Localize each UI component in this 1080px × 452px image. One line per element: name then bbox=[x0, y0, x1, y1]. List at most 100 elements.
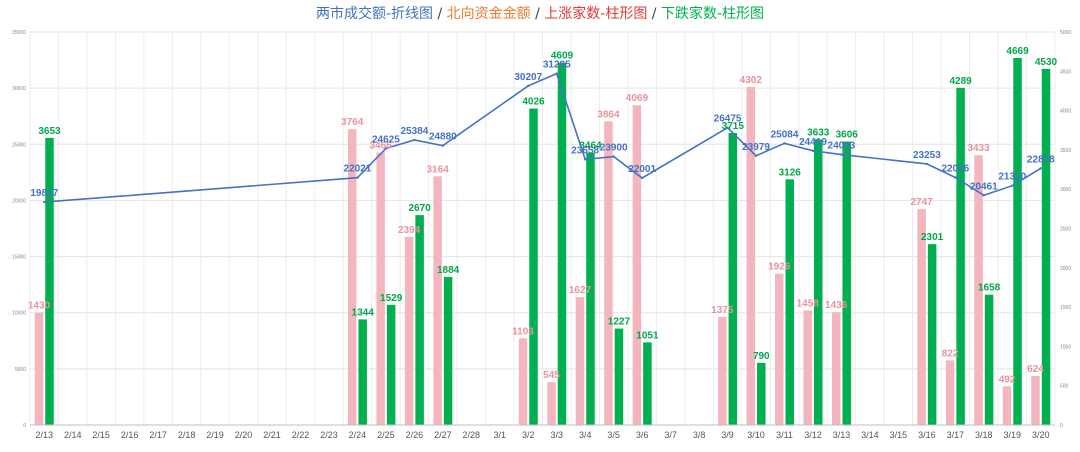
turnover-label: 25384 bbox=[400, 126, 428, 137]
bar-up-label: 3764 bbox=[341, 117, 364, 128]
bar-up bbox=[718, 316, 727, 425]
turnover-point bbox=[982, 194, 986, 197]
x-tick-label: 3/3 bbox=[550, 430, 563, 440]
bar-down bbox=[984, 294, 994, 425]
bar-down-label: 1529 bbox=[380, 293, 403, 304]
bar-up bbox=[547, 382, 556, 425]
bar-up-label: 545 bbox=[543, 370, 560, 381]
x-tick-label: 2/22 bbox=[292, 430, 310, 440]
turnover-label: 22046 bbox=[941, 163, 969, 174]
bar-down-label: 3653 bbox=[38, 126, 61, 137]
turnover-label: 30207 bbox=[514, 72, 542, 83]
x-tick-label: 3/14 bbox=[861, 430, 879, 440]
x-tick-label: 2/14 bbox=[64, 430, 82, 440]
bar-up bbox=[575, 297, 585, 425]
bar-down bbox=[415, 215, 424, 425]
x-tick-label: 3/4 bbox=[579, 430, 592, 440]
turnover-point bbox=[925, 162, 929, 166]
x-tick-label: 2/27 bbox=[434, 430, 452, 440]
bar-up-label: 1627 bbox=[569, 285, 592, 296]
bar-up-label: 4302 bbox=[740, 75, 763, 86]
turnover-point bbox=[555, 72, 558, 75]
bar-down bbox=[557, 62, 567, 425]
turnover-point bbox=[811, 149, 815, 153]
bar-down bbox=[529, 108, 538, 425]
bar-down-label: 1344 bbox=[352, 307, 375, 318]
bar-up-label: 1103 bbox=[512, 326, 534, 337]
x-tick-label: 3/9 bbox=[721, 430, 734, 440]
right-tick-label: 0 bbox=[1060, 423, 1063, 429]
bar-up-label: 1926 bbox=[768, 262, 791, 273]
bar-up bbox=[1002, 386, 1012, 425]
bar-down-label: 1051 bbox=[636, 330, 659, 341]
x-tick-label: 3/2 bbox=[522, 430, 535, 440]
bar-down bbox=[443, 276, 453, 425]
turnover-label: 23979 bbox=[742, 142, 770, 153]
x-tick-label: 2/16 bbox=[121, 430, 139, 440]
bar-up bbox=[775, 273, 784, 425]
bar-down-label: 4289 bbox=[949, 76, 972, 87]
x-tick-label: 2/15 bbox=[92, 430, 110, 440]
bar-up-label: 492 bbox=[999, 374, 1016, 385]
title-separator: / bbox=[530, 6, 545, 22]
bar-down bbox=[1013, 58, 1022, 425]
title-decliners: 下跌家数-柱形图 bbox=[660, 6, 765, 22]
bar-up-label: 3433 bbox=[967, 143, 990, 154]
x-tick-label: 3/8 bbox=[693, 430, 706, 440]
bar-up bbox=[604, 121, 613, 425]
turnover-label: 25084 bbox=[771, 129, 799, 140]
bar-up-label: 3864 bbox=[597, 109, 620, 120]
bar-up bbox=[945, 360, 955, 425]
left-tick-label: 5000 bbox=[15, 367, 26, 373]
bar-down bbox=[386, 304, 396, 425]
turnover-point bbox=[783, 142, 786, 145]
turnover-label: 26475 bbox=[714, 114, 742, 125]
turnover-label: 22858 bbox=[1027, 154, 1055, 165]
turnover-point bbox=[441, 144, 445, 147]
bar-down bbox=[757, 362, 766, 425]
turnover-label: 24083 bbox=[828, 141, 856, 152]
x-tick-label: 3/11 bbox=[776, 430, 793, 440]
x-tick-label: 2/13 bbox=[35, 430, 53, 440]
x-tick-label: 2/25 bbox=[377, 430, 395, 440]
turnover-label: 31295 bbox=[543, 60, 571, 71]
chart-title: 两市成交额-折线图 / 北向资金金额 / 上涨家数-柱形图 / 下跌家数-柱形图 bbox=[0, 3, 1080, 23]
turnover-label: 22001 bbox=[628, 164, 656, 175]
right-tick-label: 1000 bbox=[1060, 344, 1071, 350]
turnover-point bbox=[954, 176, 957, 179]
turnover-label: 23658 bbox=[571, 145, 599, 156]
x-tick-label: 2/18 bbox=[178, 430, 196, 440]
x-tick-label: 2/20 bbox=[235, 430, 253, 440]
x-tick-label: 3/6 bbox=[636, 430, 649, 440]
bar-up bbox=[632, 105, 642, 425]
title-turnover: 两市成交额-折线图 bbox=[315, 6, 434, 22]
bar-down-label: 2670 bbox=[409, 203, 432, 214]
bar-down-label: 3633 bbox=[807, 127, 830, 138]
right-tick-label: 4000 bbox=[1060, 109, 1071, 115]
turnover-point bbox=[356, 176, 359, 179]
x-tick-label: 2/19 bbox=[206, 430, 224, 440]
turnover-point bbox=[527, 84, 530, 88]
bar-down-label: 4026 bbox=[522, 97, 545, 108]
data-labels: 1430 3653 3764 1344 3466 1529 2394 2670 3164 1884… bbox=[28, 46, 1058, 385]
x-tick-label: 3/5 bbox=[607, 430, 620, 440]
bar-series bbox=[34, 58, 1051, 426]
bar-up-label: 1436 bbox=[825, 300, 848, 311]
turnover-point bbox=[612, 155, 615, 158]
left-tick-label: 35000 bbox=[12, 30, 26, 36]
bar-up bbox=[376, 152, 385, 426]
turnover-label: 20461 bbox=[970, 181, 998, 192]
bar-up bbox=[518, 338, 528, 425]
bar-up bbox=[917, 209, 926, 425]
left-tick-label: 0 bbox=[23, 423, 26, 429]
right-tick-label: 2500 bbox=[1060, 227, 1071, 233]
title-northbound: 北向资金金额 bbox=[446, 6, 531, 22]
bar-down bbox=[728, 133, 738, 425]
bar-up bbox=[34, 312, 44, 425]
bar-up-label: 3466 bbox=[370, 141, 393, 152]
right-tick-label: 500 bbox=[1060, 384, 1069, 390]
bar-down-label: 1884 bbox=[437, 265, 460, 276]
bar-up bbox=[1031, 375, 1040, 425]
bar-up-label: 1430 bbox=[28, 301, 51, 312]
